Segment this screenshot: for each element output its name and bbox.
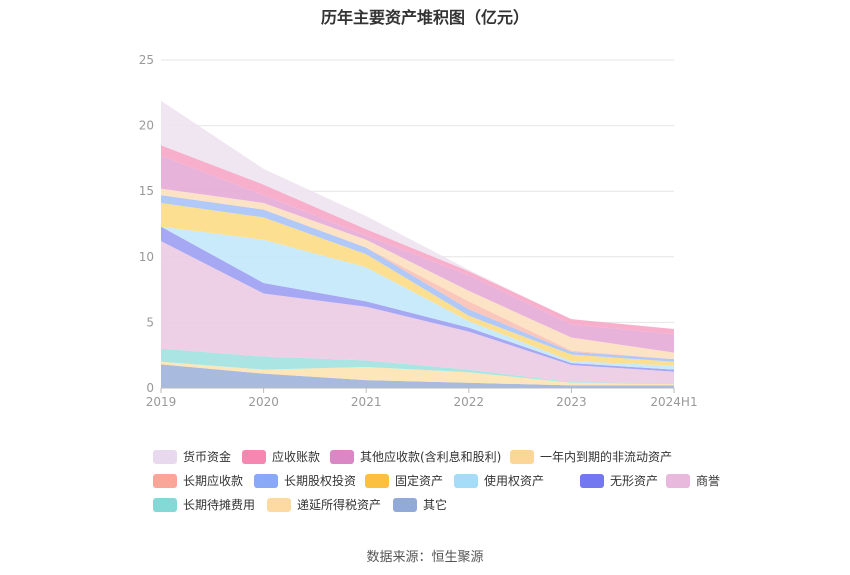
legend-swatch (510, 449, 534, 464)
legend-item[interactable]: 应收账款 (242, 448, 320, 465)
y-tick-label: 10 (139, 250, 154, 264)
legend-item[interactable]: 货币资金 (153, 448, 231, 465)
legend-swatch (267, 497, 291, 512)
data-source: 数据来源：恒生聚源 (366, 550, 484, 565)
legend-swatch (254, 473, 278, 488)
legend-item[interactable]: 商誉 (666, 472, 720, 489)
legend-label: 长期股权投资 (284, 474, 357, 488)
legend-swatch (393, 497, 417, 512)
legend-item[interactable]: 一年内到期的非流动资产 (510, 448, 672, 465)
legend-swatch (580, 473, 604, 488)
x-tick-label: 2021 (351, 395, 382, 409)
area-series-9 (161, 188, 674, 360)
legend-label: 商誉 (696, 474, 721, 488)
legend-swatch (153, 497, 177, 512)
area-series-3 (161, 241, 674, 384)
area-series-0 (161, 364, 674, 388)
legend-item[interactable]: 递延所得税资产 (267, 496, 381, 513)
x-tick-label: 2019 (146, 395, 177, 409)
chart-title: 历年主要资产堆积图（亿元） (320, 8, 529, 27)
area-series-2 (161, 348, 674, 385)
legend-label: 无形资产 (610, 474, 659, 488)
x-tick-label: 2024H1 (650, 395, 697, 409)
area-series-7 (161, 195, 674, 362)
legend-item[interactable]: 使用权资产 (454, 472, 544, 489)
legend-label: 其它 (423, 498, 448, 512)
legend-item[interactable]: 其它 (393, 496, 447, 513)
legend-swatch (153, 473, 177, 488)
y-axis-ticks: 0 5 10 15 20 25 (139, 53, 154, 395)
area-series-8 (161, 195, 674, 360)
legend-item[interactable]: 长期应收款 (153, 472, 243, 489)
legend-label: 使用权资产 (484, 474, 545, 488)
legend-label: 一年内到期的非流动资产 (540, 450, 673, 464)
legend-swatch (153, 449, 177, 464)
legend-label: 递延所得税资产 (297, 498, 382, 512)
legend-label: 长期待摊费用 (183, 498, 256, 512)
legend-item[interactable]: 长期待摊费用 (153, 496, 255, 513)
legend-swatch (454, 473, 478, 488)
y-tick-label: 15 (139, 184, 154, 198)
legend-label: 其他应收款(含利息和股利) (360, 450, 502, 464)
legend-label: 长期应收款 (183, 474, 244, 488)
legend-item[interactable]: 其他应收款(含利息和股利) (330, 448, 501, 465)
legend-swatch (666, 473, 690, 488)
legend-swatch (365, 473, 389, 488)
area-series (161, 100, 674, 388)
legend-swatch (242, 449, 266, 464)
x-axis-ticks: 2019 2020 2021 2022 2023 2024H1 (146, 395, 698, 409)
x-tick-label: 2023 (556, 395, 587, 409)
area-series-1 (161, 361, 674, 386)
x-axis (160, 387, 675, 393)
legend-item[interactable]: 长期股权投资 (254, 472, 356, 489)
y-tick-label: 5 (146, 315, 154, 329)
y-tick-label: 25 (139, 53, 154, 67)
x-tick-label: 2020 (248, 395, 279, 409)
y-tick-label: 0 (146, 381, 154, 395)
y-tick-label: 20 (139, 119, 154, 133)
legend-label: 货币资金 (183, 450, 232, 464)
area-series-10 (161, 155, 674, 353)
legend-swatch (330, 449, 354, 464)
area-series-6 (161, 203, 674, 366)
x-tick-label: 2022 (454, 395, 485, 409)
area-series-5 (161, 226, 674, 370)
legend-item[interactable]: 无形资产 (580, 472, 658, 489)
legend-item[interactable]: 固定资产 (365, 472, 443, 489)
legend-label: 固定资产 (395, 474, 444, 488)
legend-label: 应收账款 (272, 450, 321, 464)
